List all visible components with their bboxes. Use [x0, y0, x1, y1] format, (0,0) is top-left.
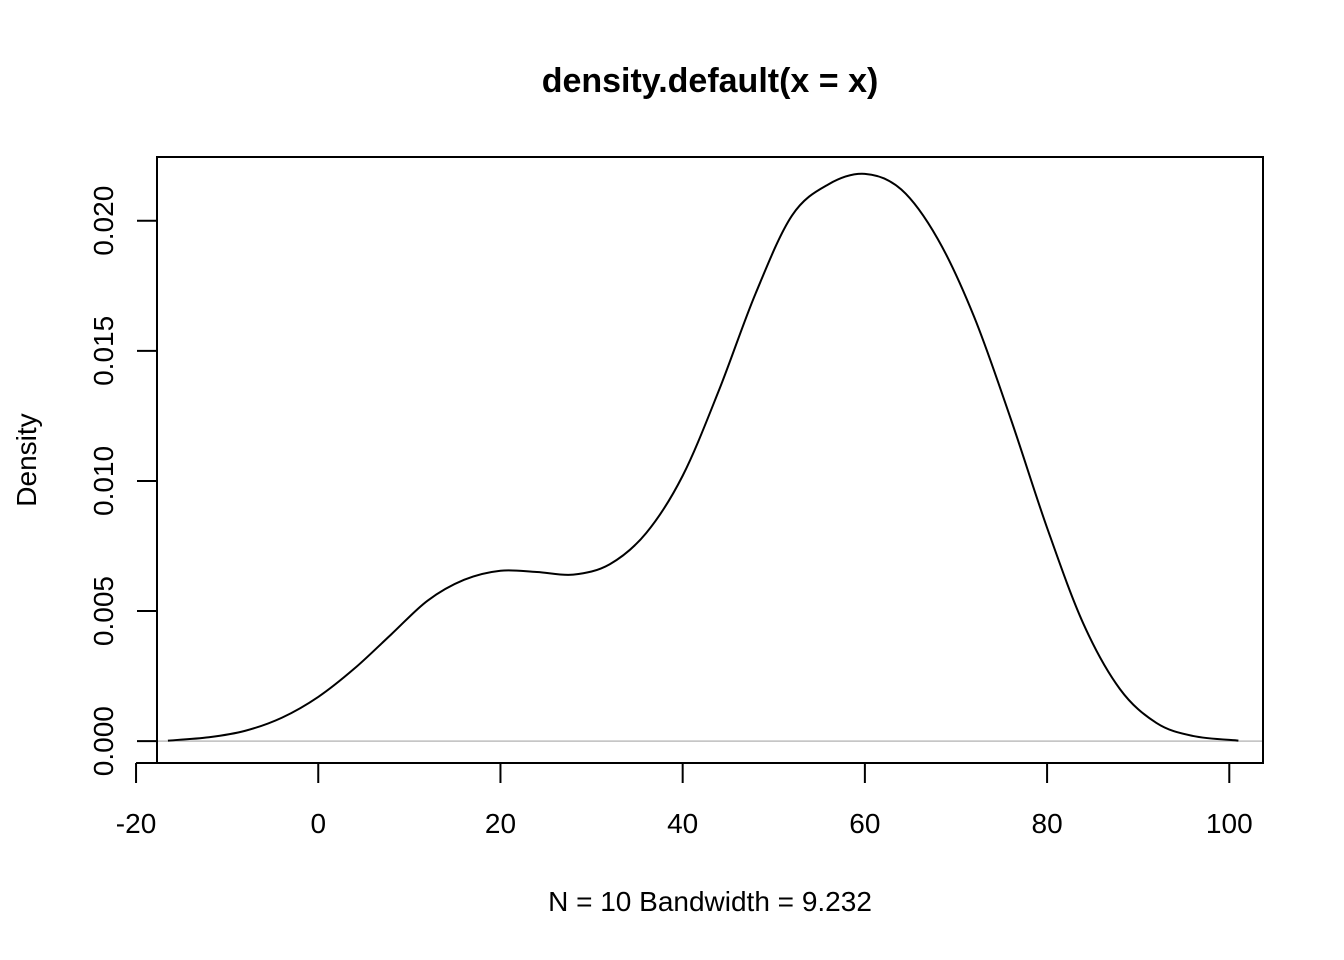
y-axis-label: Density: [11, 413, 42, 506]
y-tick-label: 0.005: [88, 576, 119, 646]
x-axis: -20 0 20 40 60 80 100: [116, 762, 1253, 839]
x-tick-label: -20: [116, 808, 156, 839]
plot-area: [156, 156, 1264, 764]
x-tick-label: 0: [310, 808, 326, 839]
y-tick-label: 0.000: [88, 706, 119, 776]
y-axis: 0.000 0.005 0.010 0.015 0.020: [88, 186, 158, 776]
x-tick-label: 60: [849, 808, 880, 839]
x-tick-label: 40: [667, 808, 698, 839]
x-tick-label: 100: [1206, 808, 1253, 839]
x-tick-label: 20: [485, 808, 516, 839]
y-tick-label: 0.015: [88, 316, 119, 386]
y-tick-label: 0.010: [88, 446, 119, 516]
plot-frame: [156, 156, 1264, 764]
x-axis-label: N = 10 Bandwidth = 9.232: [548, 886, 872, 917]
density-curve: [167, 172, 1239, 742]
chart-title: density.default(x = x): [542, 62, 879, 100]
y-tick-label: 0.020: [88, 186, 119, 256]
x-tick-label: 80: [1032, 808, 1063, 839]
